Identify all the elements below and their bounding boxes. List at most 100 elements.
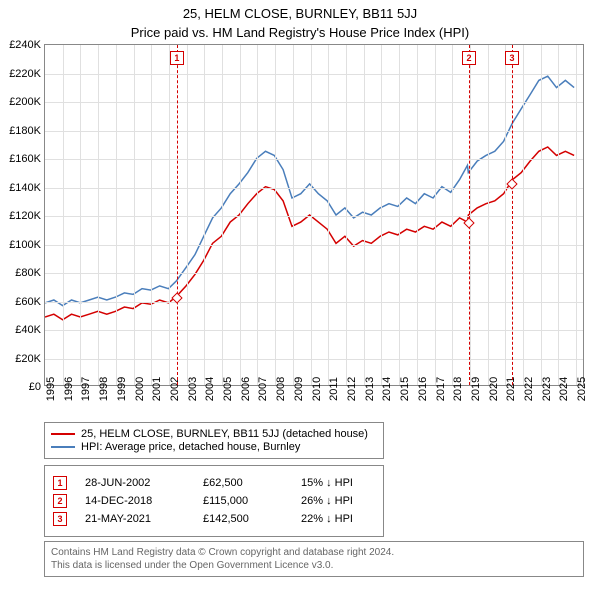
gridline-v [222, 45, 223, 385]
legend-row: 25, HELM CLOSE, BURNLEY, BB11 5JJ (detac… [51, 428, 377, 440]
chart-subtitle: Price paid vs. HM Land Registry's House … [0, 21, 600, 44]
gridline-h [45, 359, 583, 360]
legend-swatch [51, 433, 75, 435]
y-axis-label: £100K [9, 239, 41, 251]
event-table-date: 14-DEC-2018 [85, 495, 185, 507]
gridline-v [364, 45, 365, 385]
chart-title: 25, HELM CLOSE, BURNLEY, BB11 5JJ [0, 0, 600, 21]
x-axis-label: 2019 [470, 377, 482, 401]
x-axis-label: 2008 [275, 377, 287, 401]
chart-lines-svg [45, 45, 583, 385]
gridline-v [435, 45, 436, 385]
x-axis-label: 2014 [381, 377, 393, 401]
gridline-v [576, 45, 577, 385]
attribution-box: Contains HM Land Registry data © Crown c… [44, 541, 584, 577]
event-number-box: 3 [505, 51, 519, 65]
x-axis-label: 2006 [240, 377, 252, 401]
y-axis-label: £140K [9, 182, 41, 194]
gridline-v [399, 45, 400, 385]
chart-container: 25, HELM CLOSE, BURNLEY, BB11 5JJ Price … [0, 0, 600, 590]
y-axis-label: £0 [29, 381, 41, 393]
y-axis-label: £200K [9, 96, 41, 108]
attribution-line2: This data is licensed under the Open Gov… [51, 559, 577, 572]
y-axis-label: £40K [15, 324, 41, 336]
x-axis-label: 2012 [346, 377, 358, 401]
x-axis-label: 2020 [488, 377, 500, 401]
gridline-v [169, 45, 170, 385]
x-axis-label: 2016 [417, 377, 429, 401]
event-table-diff: 26% ↓ HPI [301, 495, 353, 507]
event-table-row: 128-JUN-2002£62,50015% ↓ HPI [53, 476, 375, 490]
gridline-v [151, 45, 152, 385]
gridline-v [452, 45, 453, 385]
x-axis-label: 1996 [63, 377, 75, 401]
y-axis-label: £180K [9, 125, 41, 137]
y-axis-label: £120K [9, 210, 41, 222]
gridline-h [45, 188, 583, 189]
legend-box: 25, HELM CLOSE, BURNLEY, BB11 5JJ (detac… [44, 422, 384, 459]
y-axis-label: £220K [9, 68, 41, 80]
gridline-v [80, 45, 81, 385]
gridline-v [293, 45, 294, 385]
event-table-num: 3 [53, 512, 67, 526]
gridline-v [470, 45, 471, 385]
y-axis-label: £20K [15, 353, 41, 365]
gridline-v [381, 45, 382, 385]
gridline-v [240, 45, 241, 385]
series-line [45, 147, 574, 320]
x-axis-label: 2023 [541, 377, 553, 401]
event-table-price: £142,500 [203, 513, 283, 525]
gridline-v [541, 45, 542, 385]
event-number-box: 2 [462, 51, 476, 65]
event-number-box: 1 [170, 51, 184, 65]
y-axis-label: £60K [15, 296, 41, 308]
event-table-price: £115,000 [203, 495, 283, 507]
events-table: 128-JUN-2002£62,50015% ↓ HPI214-DEC-2018… [44, 465, 384, 537]
series-line [45, 76, 574, 305]
gridline-v [187, 45, 188, 385]
attribution-line1: Contains HM Land Registry data © Crown c… [51, 546, 577, 559]
gridline-v [328, 45, 329, 385]
x-axis-label: 1997 [80, 377, 92, 401]
x-axis-label: 2009 [293, 377, 305, 401]
gridline-v [204, 45, 205, 385]
gridline-v [98, 45, 99, 385]
gridline-h [45, 302, 583, 303]
gridline-v [63, 45, 64, 385]
x-axis-label: 2024 [558, 377, 570, 401]
x-axis-label: 2003 [187, 377, 199, 401]
gridline-h [45, 131, 583, 132]
gridline-v [116, 45, 117, 385]
x-axis-label: 1998 [98, 377, 110, 401]
event-table-date: 28-JUN-2002 [85, 477, 185, 489]
x-axis-label: 2018 [452, 377, 464, 401]
x-axis-label: 2017 [435, 377, 447, 401]
y-axis-label: £160K [9, 153, 41, 165]
gridline-h [45, 159, 583, 160]
x-axis-label: 2022 [523, 377, 535, 401]
event-table-row: 321-MAY-2021£142,50022% ↓ HPI [53, 512, 375, 526]
event-table-num: 2 [53, 494, 67, 508]
x-axis-label: 2001 [151, 377, 163, 401]
x-axis-label: 2025 [576, 377, 588, 401]
gridline-h [45, 330, 583, 331]
x-axis-label: 2000 [134, 377, 146, 401]
gridline-v [558, 45, 559, 385]
gridline-v [417, 45, 418, 385]
gridline-v [346, 45, 347, 385]
event-table-diff: 15% ↓ HPI [301, 477, 353, 489]
gridline-v [523, 45, 524, 385]
gridline-v [505, 45, 506, 385]
legend-swatch [51, 446, 75, 448]
x-axis-label: 2007 [257, 377, 269, 401]
x-axis-label: 2010 [311, 377, 323, 401]
event-table-diff: 22% ↓ HPI [301, 513, 353, 525]
gridline-h [45, 102, 583, 103]
event-vline [469, 45, 470, 385]
gridline-v [311, 45, 312, 385]
event-table-num: 1 [53, 476, 67, 490]
x-axis-label: 1995 [45, 377, 57, 401]
event-table-row: 2 14-DEC-2018 £115,000 26% ↓ HPI [53, 494, 375, 508]
gridline-h [45, 245, 583, 246]
x-axis-label: 2005 [222, 377, 234, 401]
